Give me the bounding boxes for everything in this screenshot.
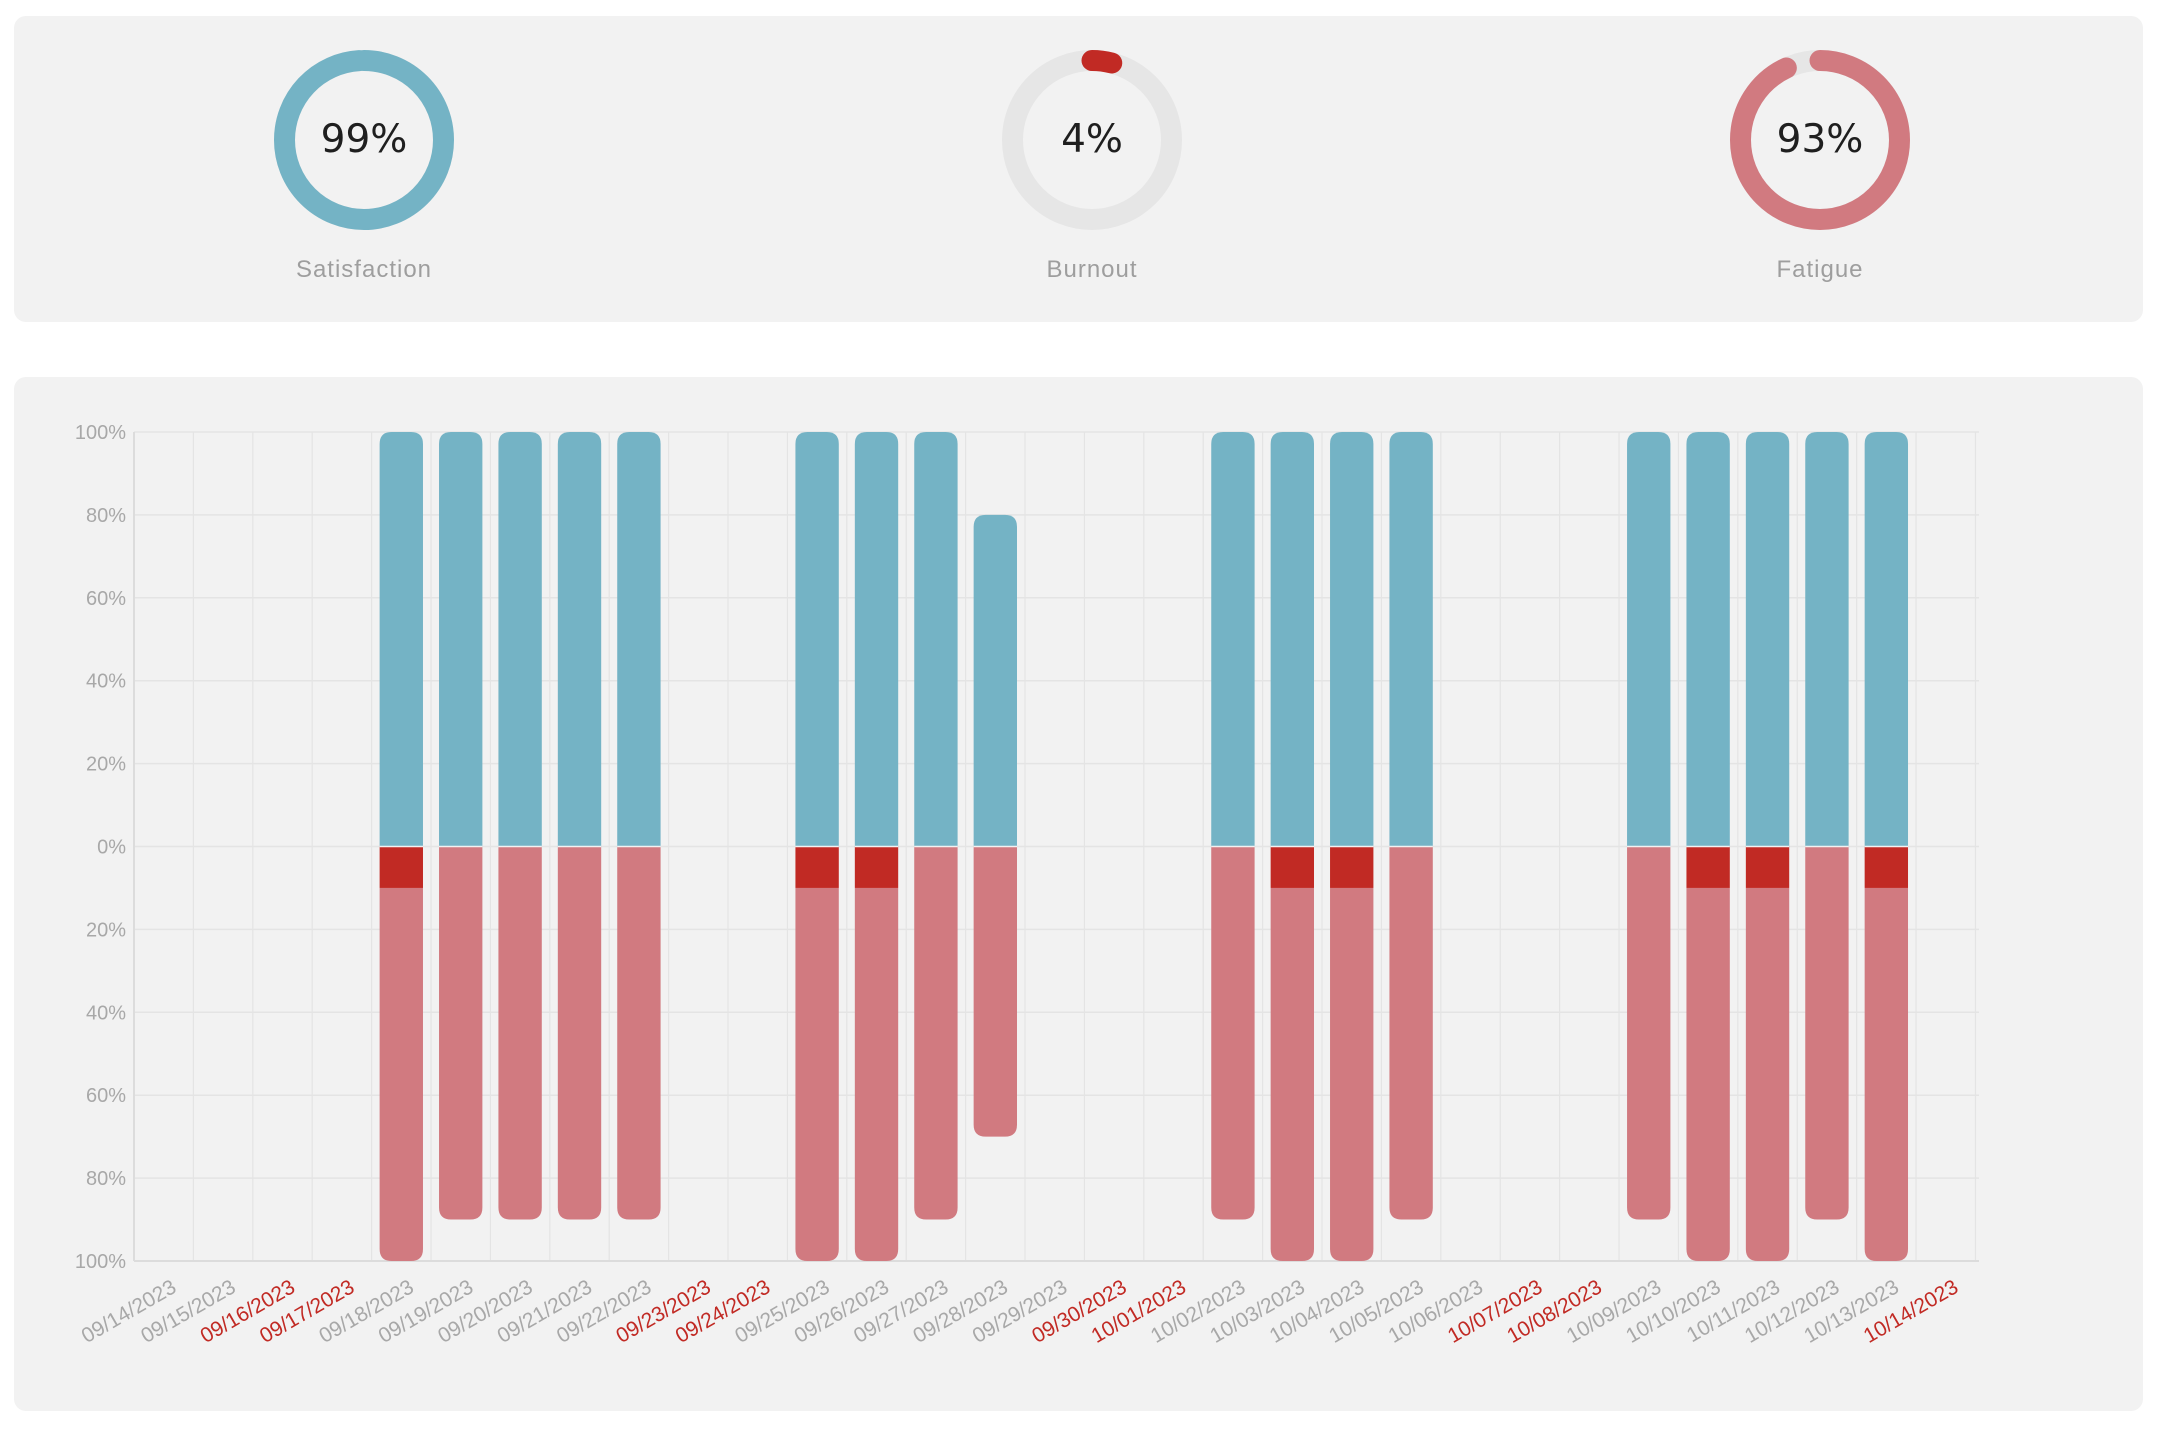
satisfaction-bar	[1686, 432, 1730, 847]
fatigue-bar	[379, 887, 423, 1261]
y-tick-label: 60%	[86, 1085, 126, 1107]
burnout-bar	[1270, 846, 1315, 888]
burnout-bar	[1745, 846, 1790, 888]
fatigue-bar	[1745, 887, 1790, 1261]
fatigue-value: 93%	[1776, 117, 1864, 162]
burnout-value: 4%	[1061, 117, 1123, 162]
satisfaction-bar	[617, 432, 661, 847]
fatigue-bar	[1864, 887, 1909, 1261]
y-tick-label: 20%	[86, 754, 126, 776]
satisfaction-gauge-arc	[274, 50, 454, 230]
satisfaction-ring	[274, 50, 454, 230]
y-tick-label: 0%	[97, 837, 126, 859]
fatigue-bar	[1389, 846, 1433, 1220]
burnout-bar	[379, 846, 423, 888]
y-tick-label: 40%	[86, 1002, 126, 1024]
fatigue-bar	[1805, 846, 1849, 1220]
satisfaction-bar	[854, 432, 899, 847]
chart-card: 100% 80% 60% 40% 20% 0% 20% 40% 60% 80% 100% 09/14/…	[14, 377, 2143, 1411]
fatigue-ring	[1730, 50, 1910, 230]
satisfaction-bar	[1270, 432, 1315, 847]
summary-card: 99% Satisfaction 4% Burnout 93% Fatigue	[14, 16, 2143, 322]
burnout-gauge: 4% Burnout	[912, 16, 1272, 322]
fatigue-bar	[617, 846, 661, 1220]
y-tick-label: 80%	[86, 1168, 126, 1190]
fatigue-bar	[498, 846, 542, 1220]
fatigue-label: Fatigue	[1776, 256, 1864, 283]
fatigue-bar	[1211, 846, 1255, 1220]
burnout-bar	[854, 846, 899, 888]
satisfaction-gauge: 99% Satisfaction	[184, 16, 544, 322]
satisfaction-bar	[1745, 432, 1790, 847]
satisfaction-bar	[1211, 432, 1255, 847]
satisfaction-bar	[1864, 432, 1909, 847]
y-tick-label: 20%	[86, 919, 126, 941]
satisfaction-bar	[1389, 432, 1433, 847]
fatigue-gauge: 93% Fatigue	[1640, 16, 2000, 322]
satisfaction-bar	[973, 514, 1017, 847]
stacked-bar-chart: 100%80%60%40%20%0%20%40%60%80%100%09/14/…	[75, 422, 1979, 1348]
satisfaction-bar	[498, 432, 542, 847]
satisfaction-bar	[379, 432, 423, 847]
fatigue-bar	[795, 887, 839, 1261]
burnout-bar	[1330, 846, 1374, 888]
satisfaction-label: Satisfaction	[295, 256, 433, 283]
fatigue-bar	[1627, 846, 1671, 1220]
satisfaction-bar	[439, 432, 483, 847]
burnout-gauge-arc	[1002, 50, 1182, 230]
satisfaction-bar	[914, 432, 958, 847]
burnout-ring	[1002, 50, 1182, 230]
satisfaction-bar	[1805, 432, 1849, 847]
fatigue-bar	[1330, 887, 1374, 1261]
y-tick-label: 100%	[75, 1251, 126, 1273]
burnout-bar	[1864, 846, 1909, 888]
satisfaction-bar	[795, 432, 839, 847]
y-tick-label: 100%	[75, 422, 126, 444]
y-tick-label: 60%	[86, 588, 126, 610]
burnout-bar	[795, 846, 839, 888]
satisfaction-bar	[1330, 432, 1374, 847]
fatigue-bar	[557, 846, 602, 1220]
fatigue-bar	[439, 846, 483, 1220]
fatigue-bar	[854, 887, 899, 1261]
y-tick-label: 80%	[86, 505, 126, 527]
fatigue-bar	[973, 846, 1017, 1137]
fatigue-gauge-arc	[1730, 50, 1910, 230]
y-tick-label: 40%	[86, 671, 126, 693]
fatigue-bar	[1686, 887, 1730, 1261]
satisfaction-bar	[557, 432, 602, 847]
satisfaction-value: 99%	[320, 117, 408, 162]
satisfaction-bar	[1627, 432, 1671, 847]
fatigue-bar	[1270, 887, 1315, 1261]
fatigue-bar	[914, 846, 958, 1220]
burnout-label: Burnout	[1046, 256, 1138, 283]
burnout-bar	[1686, 846, 1730, 888]
